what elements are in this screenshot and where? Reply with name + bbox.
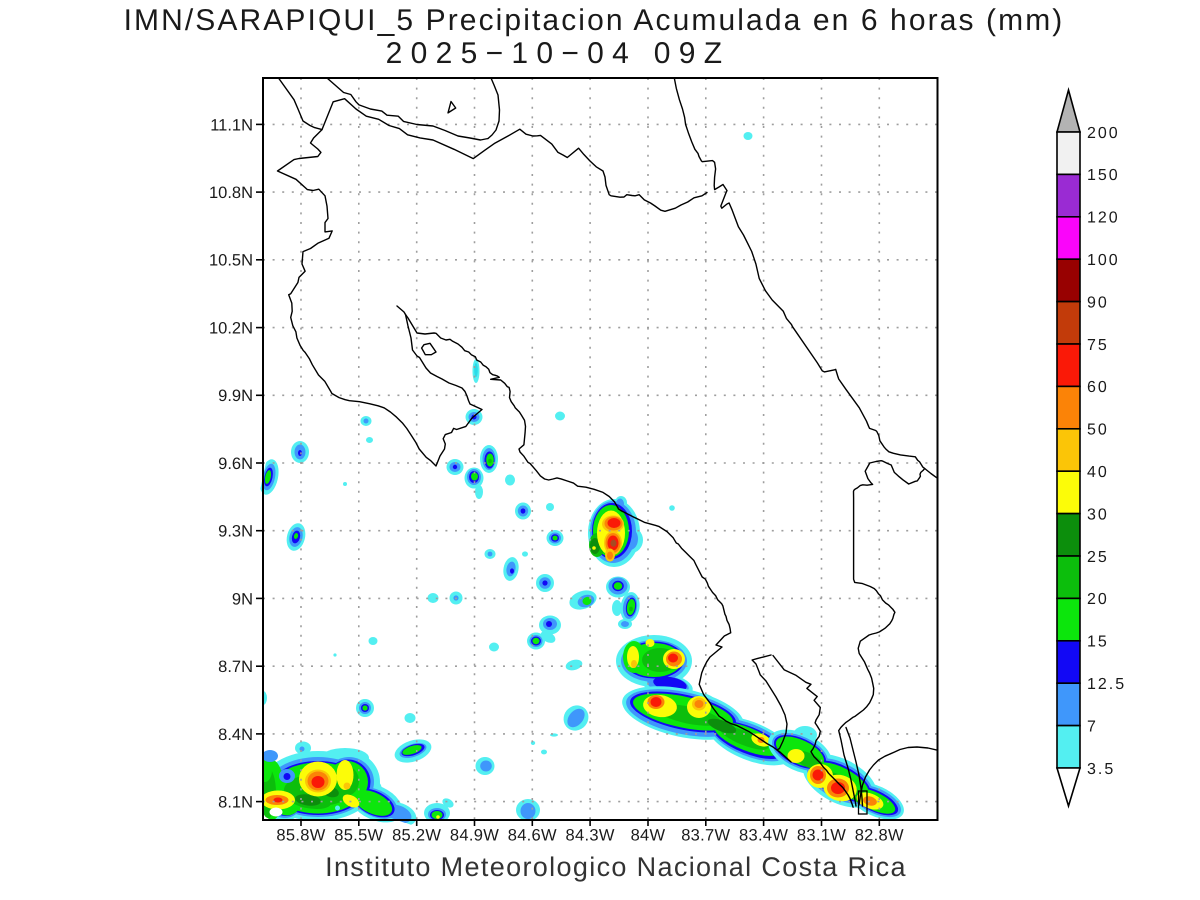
svg-text:40: 40 <box>1087 464 1109 481</box>
svg-text:85.5W: 85.5W <box>334 827 383 845</box>
svg-text:82.8W: 82.8W <box>855 827 904 845</box>
svg-text:60: 60 <box>1087 379 1109 396</box>
svg-text:84.6W: 84.6W <box>508 827 557 845</box>
svg-text:11.1N: 11.1N <box>210 116 253 134</box>
svg-text:3.5: 3.5 <box>1087 761 1115 778</box>
svg-text:10.5N: 10.5N <box>209 252 253 270</box>
svg-text:IMN/SARAPIQUI_5 Precipitacion: IMN/SARAPIQUI_5 Precipitacion Acumulada … <box>124 4 1065 37</box>
svg-text:8.1N: 8.1N <box>218 794 253 812</box>
svg-text:8.7N: 8.7N <box>218 658 253 676</box>
svg-text:83.7W: 83.7W <box>681 827 730 845</box>
svg-text:83.1W: 83.1W <box>797 827 846 845</box>
svg-text:30: 30 <box>1087 506 1109 523</box>
svg-text:83.4W: 83.4W <box>739 827 788 845</box>
svg-text:12.5: 12.5 <box>1087 676 1126 693</box>
svg-text:200: 200 <box>1087 125 1120 142</box>
svg-text:84.3W: 84.3W <box>566 827 615 845</box>
svg-text:75: 75 <box>1087 337 1109 354</box>
svg-text:10.8N: 10.8N <box>209 184 253 202</box>
svg-text:20: 20 <box>1087 591 1109 608</box>
svg-text:Instituto Meteorologico Nacion: Instituto Meteorologico Nacional Costa R… <box>325 852 907 882</box>
svg-text:9.9N: 9.9N <box>218 387 253 405</box>
svg-text:15: 15 <box>1087 634 1109 651</box>
svg-text:85.2W: 85.2W <box>392 827 441 845</box>
svg-text:150: 150 <box>1087 167 1120 184</box>
svg-text:7: 7 <box>1087 718 1098 735</box>
svg-text:50: 50 <box>1087 422 1109 439</box>
svg-text:100: 100 <box>1087 252 1120 269</box>
svg-text:2025−10−04 09Z: 2025−10−04 09Z <box>386 37 731 70</box>
svg-text:9.3N: 9.3N <box>218 523 253 541</box>
svg-text:25: 25 <box>1087 549 1109 566</box>
svg-text:120: 120 <box>1087 210 1120 227</box>
svg-text:90: 90 <box>1087 294 1109 311</box>
svg-text:84W: 84W <box>631 827 666 845</box>
svg-text:10.2N: 10.2N <box>209 319 253 337</box>
svg-text:85.8W: 85.8W <box>276 827 325 845</box>
svg-text:84.9W: 84.9W <box>450 827 499 845</box>
svg-text:9.6N: 9.6N <box>218 455 253 473</box>
svg-text:8.4N: 8.4N <box>218 726 253 744</box>
svg-text:9N: 9N <box>232 590 253 608</box>
